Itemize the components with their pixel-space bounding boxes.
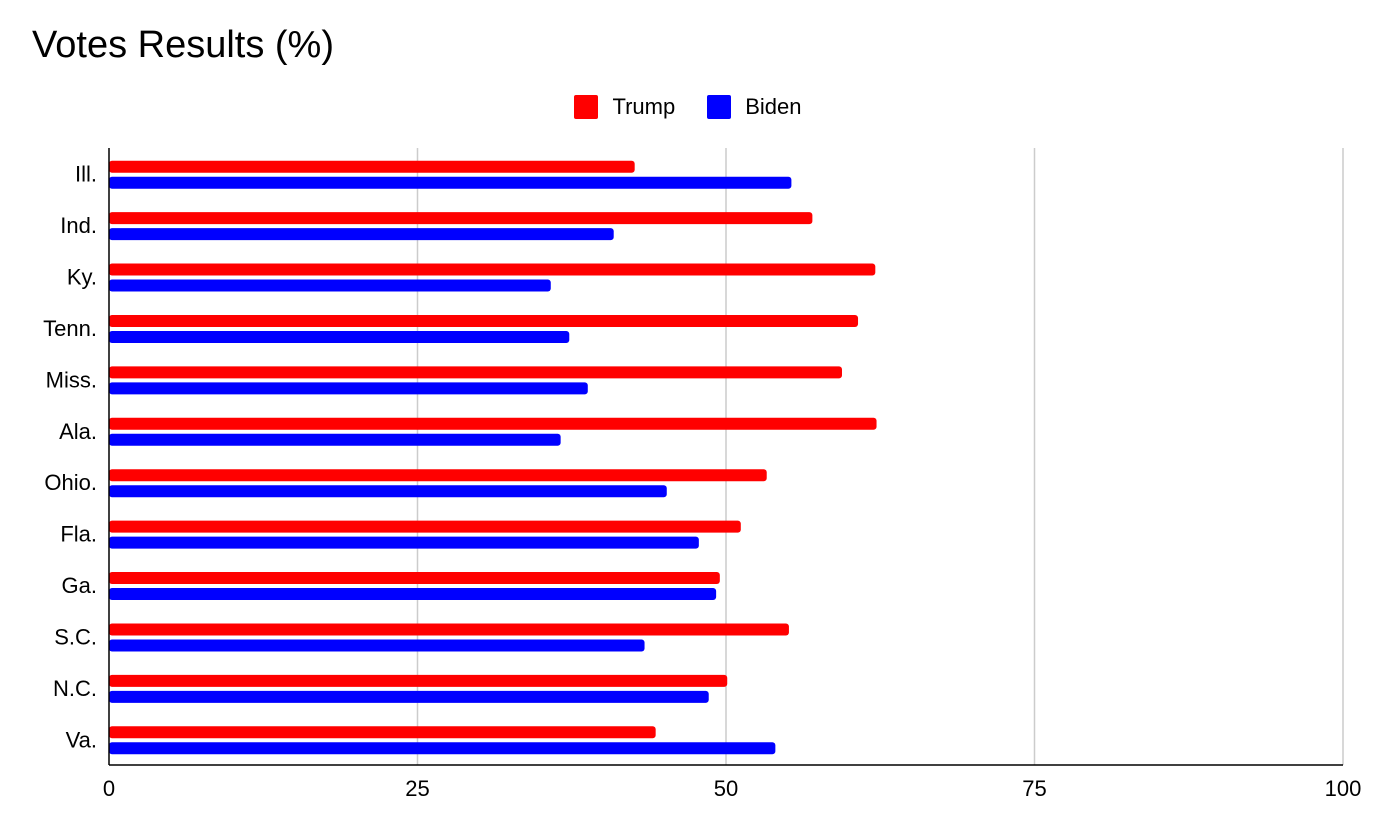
y-tick-label: Ill. (75, 162, 97, 187)
bar-biden (109, 433, 561, 446)
bar-biden (109, 639, 645, 652)
x-tick-label: 0 (103, 776, 115, 801)
bar-trump (109, 160, 635, 173)
bar-biden (109, 176, 792, 189)
bar-biden (109, 690, 709, 703)
bar-trump (109, 366, 842, 379)
bar-trump (109, 263, 876, 276)
bar-trump (109, 212, 813, 225)
x-tick-label: 50 (714, 776, 738, 801)
bar-biden (109, 485, 667, 498)
y-tick-label: Miss. (46, 367, 97, 392)
bar-trump (109, 520, 741, 533)
y-tick-label: Va. (66, 727, 97, 752)
y-tick-label: Tenn. (43, 316, 97, 341)
bar-biden (109, 228, 614, 241)
legend-label-biden: Biden (745, 94, 802, 119)
x-tick-label: 100 (1325, 776, 1362, 801)
legend-item-trump: Trump (574, 94, 675, 120)
y-tick-label: Ga. (62, 573, 97, 598)
bar-trump (109, 674, 728, 687)
chart-title: Votes Results (%) (32, 24, 334, 66)
legend-swatch-trump (574, 95, 599, 119)
x-tick-label: 75 (1022, 776, 1046, 801)
bar-biden (109, 330, 570, 343)
bar-biden (109, 536, 699, 549)
bar-trump (109, 572, 720, 585)
bar-biden (109, 382, 588, 395)
x-tick-label: 25 (405, 776, 429, 801)
bar-trump (109, 314, 859, 327)
legend: Trump Biden (0, 94, 1376, 120)
y-tick-label: Fla. (60, 522, 97, 547)
y-tick-label: Ind. (60, 213, 97, 238)
bar-trump (109, 726, 656, 739)
bar-biden (109, 742, 776, 755)
bar-biden (109, 588, 717, 601)
y-tick-label: Ky. (67, 265, 97, 290)
bar-trump (109, 469, 767, 482)
legend-swatch-biden (707, 95, 732, 119)
bar-trump (109, 623, 789, 636)
bar-trump (109, 417, 877, 430)
y-tick-label: Ohio. (44, 470, 97, 495)
legend-label-trump: Trump (612, 94, 676, 119)
y-tick-label: S.C. (54, 624, 97, 649)
y-tick-label: N.C. (53, 676, 97, 701)
legend-item-biden: Biden (707, 94, 802, 120)
bar-biden (109, 279, 551, 292)
y-tick-label: Ala. (59, 419, 97, 444)
